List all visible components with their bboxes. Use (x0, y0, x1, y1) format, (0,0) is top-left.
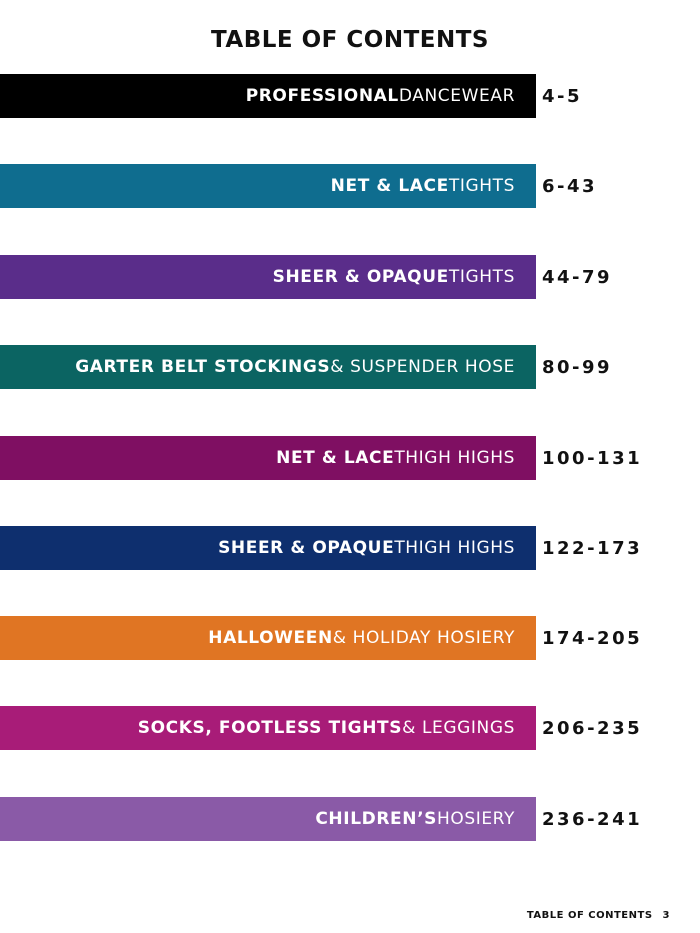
section-title-light: & HOLIDAY HOSIERY (332, 628, 515, 648)
page-range: 80-99 (542, 356, 613, 378)
section-title-light: HOSIERY (436, 809, 515, 829)
section-bar: PROFESSIONAL DANCEWEAR (0, 74, 536, 118)
section-bar: HALLOWEEN & HOLIDAY HOSIERY (0, 616, 536, 660)
page-title: TABLE OF CONTENTS (211, 27, 489, 53)
section-bar: GARTER BELT STOCKINGS & SUSPENDER HOSE (0, 345, 536, 389)
footer-label: TABLE OF CONTENTS (526, 910, 653, 921)
section-bar: NET & LACE TIGHTS (0, 164, 536, 208)
section-bar: CHILDREN’S HOSIERY (0, 797, 536, 841)
page-range: 174-205 (542, 627, 643, 649)
section-bar: SHEER & OPAQUE THIGH HIGHS (0, 526, 536, 570)
section-title-bold: NET & LACE (276, 448, 395, 468)
page-range: 206-235 (542, 717, 643, 739)
section-bar: SOCKS, FOOTLESS TIGHTS & LEGGINGS (0, 706, 536, 750)
page-range: 122-173 (542, 537, 643, 559)
toc-entry-sheer-opaque-thigh-highs[interactable]: SHEER & OPAQUE THIGH HIGHS 122-173 (0, 526, 700, 570)
page-footer: TABLE OF CONTENTS 3 (527, 910, 670, 921)
toc-entry-halloween-holiday-hosiery[interactable]: HALLOWEEN & HOLIDAY HOSIERY 174-205 (0, 616, 700, 660)
toc-entry-childrens-hosiery[interactable]: CHILDREN’S HOSIERY 236-241 (0, 797, 700, 841)
toc-entry-sheer-opaque-tights[interactable]: SHEER & OPAQUE TIGHTS 44-79 (0, 255, 700, 299)
toc-entry-professional-dancewear[interactable]: PROFESSIONAL DANCEWEAR 4-5 (0, 74, 700, 118)
section-bar: NET & LACE THIGH HIGHS (0, 436, 536, 480)
section-title-light: TIGHTS (448, 176, 515, 196)
section-title-bold: GARTER BELT STOCKINGS (75, 357, 331, 377)
page-range: 44-79 (542, 266, 613, 288)
toc-entry-socks-footless-tights-leggings[interactable]: SOCKS, FOOTLESS TIGHTS & LEGGINGS 206-23… (0, 706, 700, 750)
section-title-light: & LEGGINGS (402, 718, 515, 738)
section-title-bold: SHEER & OPAQUE (272, 267, 449, 287)
section-bar: SHEER & OPAQUE TIGHTS (0, 255, 536, 299)
section-title-bold: PROFESSIONAL (245, 86, 399, 106)
section-title-bold: SOCKS, FOOTLESS TIGHTS (137, 718, 403, 738)
page-range: 4-5 (542, 85, 583, 107)
section-title-bold: SHEER & OPAQUE (218, 538, 395, 558)
toc-entry-net-lace-tights[interactable]: NET & LACE TIGHTS 6-43 (0, 164, 700, 208)
section-title-light: DANCEWEAR (398, 86, 515, 106)
section-title-bold: NET & LACE (330, 176, 449, 196)
page-number: 3 (662, 910, 670, 921)
section-title-light: & SUSPENDER HOSE (330, 357, 515, 377)
page-range: 236-241 (542, 808, 643, 830)
page-range: 100-131 (542, 447, 643, 469)
section-title-light: THIGH HIGHS (394, 538, 515, 558)
toc-entry-garter-belt-stockings[interactable]: GARTER BELT STOCKINGS & SUSPENDER HOSE 8… (0, 345, 700, 389)
page-range: 6-43 (542, 175, 598, 197)
section-title-light: TIGHTS (448, 267, 515, 287)
section-title-light: THIGH HIGHS (394, 448, 515, 468)
section-title-bold: CHILDREN’S (315, 809, 437, 829)
section-title-bold: HALLOWEEN (208, 628, 333, 648)
toc-entry-net-lace-thigh-highs[interactable]: NET & LACE THIGH HIGHS 100-131 (0, 436, 700, 480)
